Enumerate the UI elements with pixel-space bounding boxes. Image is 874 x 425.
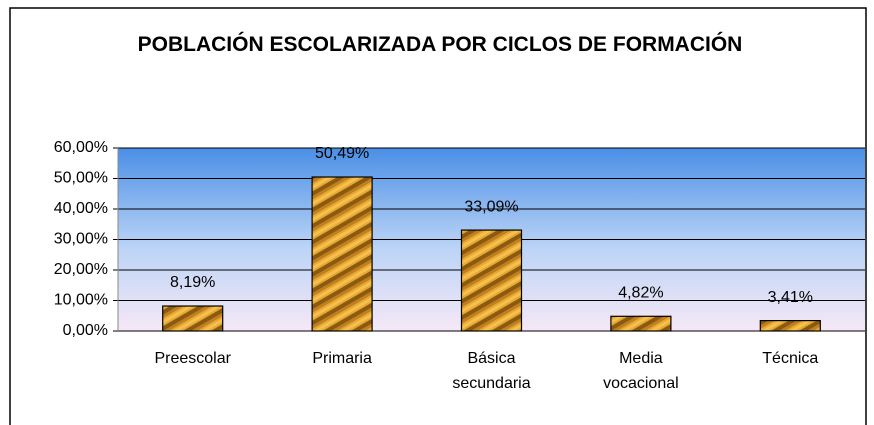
frame bbox=[9, 7, 867, 425]
data-label: 33,09% bbox=[464, 198, 518, 215]
chart-title: POBLACIÓN ESCOLARIZADA POR CICLOS DE FOR… bbox=[137, 33, 743, 56]
bar bbox=[460, 229, 523, 332]
data-label: 50,49% bbox=[315, 145, 369, 162]
x-tick-label: Primaria bbox=[312, 350, 372, 367]
bar bbox=[759, 319, 821, 332]
y-tick-label: 10,00% bbox=[54, 292, 108, 309]
y-tick-label: 40,00% bbox=[54, 200, 108, 217]
y-tick-label: 60,00% bbox=[54, 139, 108, 156]
y-tick-label: 30,00% bbox=[54, 231, 108, 248]
x-tick-label: Técnica bbox=[762, 350, 819, 367]
data-label: 3,41% bbox=[768, 289, 813, 306]
y-tick-label: 20,00% bbox=[54, 261, 108, 278]
bar bbox=[610, 315, 672, 332]
data-label: 8,19% bbox=[170, 274, 215, 291]
y-tick-label: 0,00% bbox=[63, 322, 108, 339]
x-tick-label: Media vocacional bbox=[603, 350, 679, 392]
bar bbox=[311, 176, 373, 332]
y-tick-label: 50,00% bbox=[54, 170, 108, 187]
data-label: 4,82% bbox=[618, 285, 663, 302]
x-tick-label: Preescolar bbox=[154, 350, 231, 367]
x-tick-label: Básica secundaria bbox=[452, 350, 531, 392]
bar bbox=[162, 305, 224, 332]
